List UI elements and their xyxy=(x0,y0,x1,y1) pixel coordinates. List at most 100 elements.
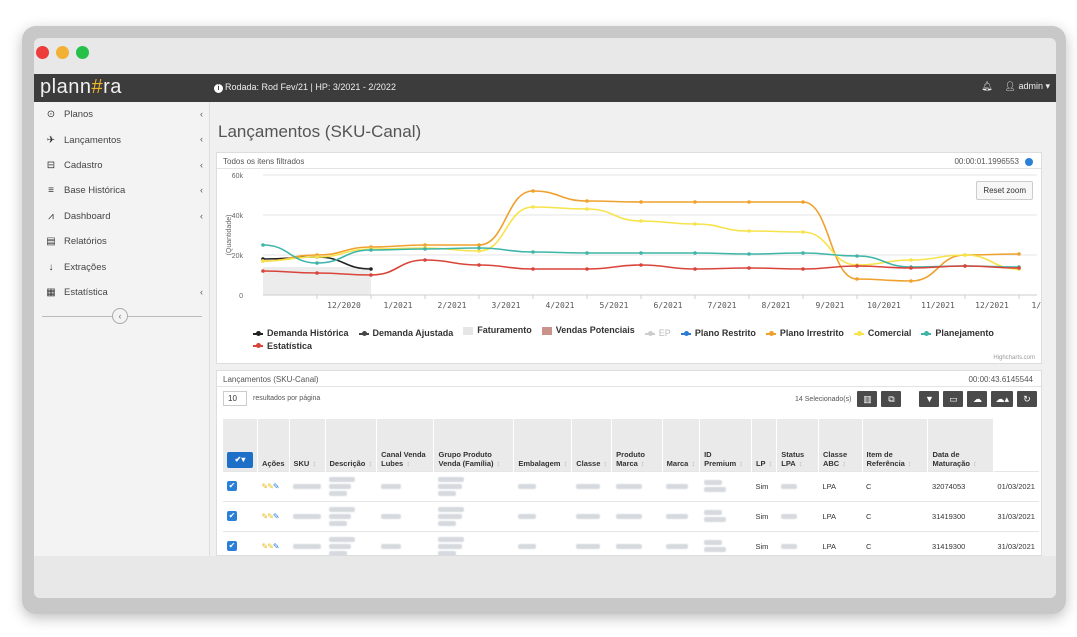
series-point xyxy=(585,267,589,271)
id-premium-cell: Sim xyxy=(751,530,777,561)
x-tick-label: 4/2021 xyxy=(546,301,575,310)
legend-item[interactable]: EP xyxy=(644,328,671,339)
column-header[interactable]: SKU ↕ xyxy=(289,419,326,471)
select-all-checkbox[interactable]: ✔▾ xyxy=(227,451,253,468)
columns-icon[interactable]: ▭ xyxy=(943,391,964,407)
bell-icon[interactable]: 🔔︎ xyxy=(981,81,993,91)
top-navbar: plann#ra i Rodada: Rod Fev/21 | HP: 3/202… xyxy=(34,74,1056,102)
column-header[interactable]: Data de Maturação ↕ xyxy=(927,419,994,471)
close-window-button[interactable] xyxy=(36,46,49,59)
y-tick-label: 0 xyxy=(239,293,243,300)
user-menu[interactable]: 👤︎ admin ▾ xyxy=(1004,81,1051,91)
chevron-down-icon[interactable] xyxy=(1025,157,1033,166)
row-checkbox[interactable]: ✔ xyxy=(227,541,237,551)
column-header[interactable]: Classe ABC ↕ xyxy=(818,419,863,471)
sidebar-item-0[interactable]: ⊙ Planos ‹ xyxy=(34,102,209,127)
sidebar-item-label: Estatística xyxy=(64,286,108,298)
series-point xyxy=(639,251,643,255)
edit-actions-icon[interactable]: ✎✎✎ xyxy=(261,481,280,491)
column-header[interactable]: Marca ↕ xyxy=(662,419,701,471)
row-checkbox[interactable]: ✔ xyxy=(227,481,237,491)
table-row[interactable]: ✔ ✎✎✎ Sim LPA C 31419300 31/03/2021 xyxy=(223,500,1039,531)
table-row[interactable]: ✔ ✎✎✎ Sim LPA C 31419300 31/03/2021 xyxy=(223,530,1039,561)
sidebar-item-1[interactable]: ✈ Lançamentos ‹ xyxy=(34,127,209,152)
sidebar-item-label: Cadastro xyxy=(64,159,103,171)
legend-item[interactable]: Comercial xyxy=(853,328,911,339)
table-panel-header: Lançamentos (SKU-Canal) 00:00:43.6145544 xyxy=(217,371,1041,387)
column-header[interactable]: Descrição ↕ xyxy=(325,419,378,471)
series-point xyxy=(585,207,589,211)
series-point xyxy=(639,219,643,223)
series-point xyxy=(855,264,859,268)
sidebar-item-6[interactable]: ↓ Extrações xyxy=(34,254,209,279)
series-line-7 xyxy=(262,206,1020,270)
legend-item[interactable]: Faturamento xyxy=(463,325,532,336)
row-checkbox[interactable]: ✔ xyxy=(227,511,237,521)
series-point xyxy=(855,277,859,281)
series-point xyxy=(1017,266,1021,270)
column-header[interactable]: Status LPA ↕ xyxy=(776,419,819,471)
column-header[interactable]: Classe ↕ xyxy=(571,419,613,471)
column-header[interactable]: Canal Venda Lubes ↕ xyxy=(376,419,435,471)
redacted-text xyxy=(329,550,348,556)
series-point xyxy=(531,205,535,209)
y-tick-label: 20k xyxy=(232,253,244,260)
reset-zoom-button[interactable]: Reset zoom xyxy=(976,181,1033,200)
bar-chart-icon[interactable]: ▥ xyxy=(857,391,878,407)
cloud-download-icon[interactable]: ☁▴ xyxy=(991,391,1013,407)
sidebar-item-label: Extrações xyxy=(64,261,107,273)
column-header[interactable]: Item de Referência ↕ xyxy=(862,419,929,471)
legend-item[interactable]: Plano Restrito xyxy=(680,328,756,339)
highcharts-credits[interactable]: Highcharts.com xyxy=(993,355,1035,361)
cloud-upload-icon[interactable]: ☁ xyxy=(967,391,988,407)
series-point xyxy=(261,243,265,247)
legend-item[interactable]: Demanda Histórica xyxy=(253,328,349,339)
x-tick-label: 9/2021 xyxy=(816,301,845,310)
sidebar-item-2[interactable]: ⊟ Cadastro ‹ xyxy=(34,153,209,178)
per-page-select[interactable]: 10 xyxy=(223,391,247,406)
filter-icon[interactable]: ▼ xyxy=(919,391,940,407)
select-all-header: ✔▾ xyxy=(223,419,258,471)
column-header[interactable]: Ações xyxy=(257,419,290,471)
sort-icon: ↕ xyxy=(563,458,568,468)
series-point xyxy=(747,200,751,204)
column-header[interactable]: Embalagem ↕ xyxy=(513,419,573,471)
minimize-window-button[interactable] xyxy=(56,46,69,59)
sidebar-item-5[interactable]: ▤ Relatórios xyxy=(34,229,209,254)
table-row[interactable]: ✔ ✎✎✎ Sim LPA C 32074053 01/03/2021 xyxy=(223,470,1039,501)
column-header[interactable]: Produto Marca ↕ xyxy=(611,419,663,471)
sidebar-item-3[interactable]: ≡ Base Histórica ‹ xyxy=(34,178,209,203)
column-header[interactable]: Grupo Produto Venda (Família) ↕ xyxy=(433,419,515,471)
sidebar-item-7[interactable]: ▦ Estatística ‹ xyxy=(34,280,209,305)
collapse-sidebar-button[interactable]: ‹ xyxy=(112,308,128,324)
edit-actions-icon[interactable]: ✎✎✎ xyxy=(261,541,280,551)
legend-item[interactable]: Plano Irrestrito xyxy=(765,328,844,339)
series-point xyxy=(747,266,751,270)
redacted-text xyxy=(703,480,722,485)
series-point xyxy=(369,273,373,277)
series-point xyxy=(315,271,319,275)
legend-item[interactable]: Demanda Ajustada xyxy=(358,328,453,339)
sidebar-item-4[interactable]: ⩘ Dashboard ‹ xyxy=(34,204,209,229)
series-point xyxy=(477,249,481,253)
series-point xyxy=(423,243,427,247)
page-title: Lançamentos (SKU-Canal) xyxy=(218,122,422,141)
series-point xyxy=(1017,252,1021,256)
edit-actions-icon[interactable]: ✎✎✎ xyxy=(261,511,280,521)
legend-item[interactable]: Vendas Potenciais xyxy=(541,325,635,336)
status-lpa-cell: LPA xyxy=(818,470,862,501)
legend-item[interactable]: Planejamento xyxy=(921,328,994,339)
table-toolbar: 10 resultados por página 14 Selecionado(… xyxy=(217,387,1043,413)
column-header[interactable]: LP ↕ xyxy=(751,419,778,471)
column-header[interactable]: ID Premium ↕ xyxy=(699,419,752,471)
redacted-text xyxy=(437,520,456,526)
table-header-row: ✔▾ Ações SKU ↕ Descrição ↕ Canal Venda Lubes ↕ G… xyxy=(223,419,1039,471)
sort-icon: ↕ xyxy=(798,458,803,468)
refresh-icon[interactable]: ↻ xyxy=(1017,391,1037,407)
chevron-left-icon: ‹ xyxy=(200,286,203,297)
copy-icon[interactable]: ⧉ xyxy=(881,391,902,407)
maximize-window-button[interactable] xyxy=(76,46,89,59)
redacted-text xyxy=(437,476,464,482)
plannera-logo[interactable]: plann#ra xyxy=(40,76,122,98)
legend-item[interactable]: Estatística xyxy=(253,341,312,352)
